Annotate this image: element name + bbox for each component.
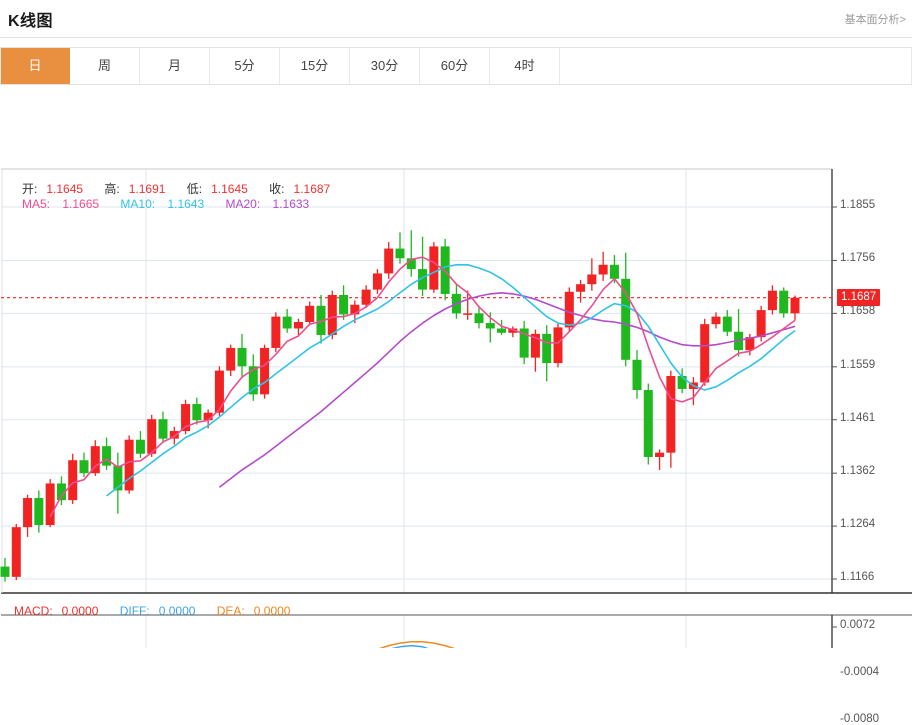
candlestick-32 [361, 285, 371, 308]
candlestick-38 [429, 242, 439, 293]
candlestick-29 [327, 290, 337, 340]
candlestick-42 [474, 305, 484, 329]
candlestick-20 [226, 344, 236, 376]
candlestick-12 [135, 431, 145, 459]
candlestick-27 [305, 301, 315, 326]
candlestick-55 [621, 252, 631, 367]
candlestick-7 [79, 452, 89, 477]
candlestick-1 [11, 523, 21, 581]
candlestick-25 [282, 309, 292, 333]
macd-dea-line [378, 641, 455, 648]
candlestick-24 [271, 312, 281, 353]
kline-chart-svg [0, 168, 912, 648]
candlestick-58 [655, 449, 665, 470]
candlestick-56 [632, 350, 642, 399]
candlestick-47 [530, 329, 540, 372]
kline-chart-area[interactable]: 开: 1.1645 高: 1.1691 低: 1.1645 收: 1.1687 MA5:… [0, 85, 912, 725]
period-tab-7[interactable]: 4时 [490, 48, 560, 84]
period-tab-0[interactable]: 日 [0, 48, 70, 84]
candlestick-9 [102, 437, 112, 470]
candlestick-44 [497, 319, 507, 335]
candlestick-10 [113, 452, 123, 514]
candlestick-4 [45, 479, 55, 528]
candlestick-52 [587, 258, 597, 291]
candlestick-23 [260, 344, 270, 399]
candlestick-13 [147, 414, 157, 457]
candlestick-49 [553, 323, 563, 368]
candlestick-37 [418, 236, 428, 297]
candlestick-0 [0, 557, 10, 582]
candlestick-63 [711, 312, 721, 329]
ma5-line [49, 256, 796, 518]
candlestick-8 [90, 440, 100, 476]
candlestick-6 [68, 453, 78, 504]
candlestick-68 [767, 285, 777, 315]
candlestick-17 [192, 397, 202, 425]
candlestick-69 [779, 287, 789, 318]
candlestick-14 [158, 411, 168, 443]
candlestick-50 [564, 287, 574, 332]
ma10-line [106, 264, 796, 497]
candlestick-60 [677, 368, 687, 394]
candlestick-21 [237, 333, 247, 379]
tab-bar-filler [560, 48, 912, 84]
candlestick-51 [576, 279, 586, 303]
candlestick-39 [440, 238, 450, 301]
fundamental-analysis-link[interactable]: 基本面分析> [844, 14, 906, 26]
period-tab-6[interactable]: 60分 [420, 48, 490, 84]
candlestick-33 [372, 269, 382, 294]
period-tab-1[interactable]: 周 [70, 48, 140, 84]
ma20-line [218, 292, 796, 488]
candlestick-64 [722, 310, 732, 337]
candlestick-22 [248, 354, 258, 401]
candlestick-3 [34, 490, 44, 533]
candlestick-2 [23, 494, 33, 537]
candlestick-46 [519, 320, 529, 365]
period-tab-5[interactable]: 30分 [350, 48, 420, 84]
page-title: K线图 [8, 13, 54, 30]
period-tab-bar: 日周月 5分 15分 30分 60分 4时 [0, 47, 912, 85]
candlestick-36 [406, 230, 416, 277]
macd-diff-line [391, 644, 429, 648]
candlestick-62 [700, 318, 710, 386]
candlestick-70 [790, 295, 800, 321]
candlestick-57 [643, 383, 653, 465]
page-header: K线图 基本面分析> [0, 0, 912, 38]
candlestick-53 [598, 251, 608, 281]
candlestick-35 [395, 232, 405, 264]
candlestick-5 [56, 476, 66, 506]
candlestick-11 [124, 435, 134, 494]
candlestick-19 [214, 366, 224, 416]
candlestick-65 [734, 309, 744, 357]
macd-axis-label-2: -0.0080 [840, 713, 880, 725]
candlestick-41 [463, 290, 473, 320]
period-tab-3[interactable]: 5分 [210, 48, 280, 84]
candlestick-48 [542, 325, 552, 382]
candlestick-34 [384, 242, 394, 279]
candlestick-28 [316, 295, 326, 344]
period-tab-2[interactable]: 月 [140, 48, 210, 84]
candlestick-30 [339, 285, 349, 320]
candlestick-59 [666, 370, 676, 468]
candlestick-26 [293, 318, 303, 335]
candlestick-45 [508, 326, 518, 338]
macd-axis-label-1: -0.0004 [840, 666, 880, 678]
period-tab-4[interactable]: 15分 [280, 48, 350, 84]
candlestick-61 [688, 377, 698, 406]
candlestick-16 [181, 399, 191, 435]
